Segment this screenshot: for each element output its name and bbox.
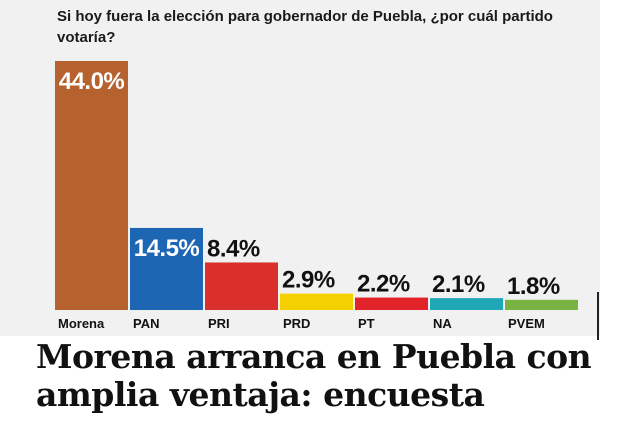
category-label-pvem: PVEM [508,316,545,331]
category-label-prd: PRD [283,316,310,331]
bar-pan [130,227,203,310]
value-label-na: 2.1% [432,271,485,298]
bar-pt [355,297,428,310]
category-label-na: NA [433,316,452,331]
bar-morena [55,61,128,310]
bars-layer [55,61,578,310]
category-label-pan: PAN [133,316,159,331]
category-labels-layer: Morena PAN PRI PRD PT NA PVEM [58,316,545,331]
bar-prd [280,293,353,310]
value-label-prd: 2.9% [282,267,335,294]
bar-chart: 44.0% 14.5% 8.4% 2.9% 2.2% 2.1% 1.8% Morena PAN… [55,61,578,331]
headline: Morena arranca en Puebla con amplia vent… [36,337,592,414]
chart-title: Si hoy fuera la elección para gobernador… [57,8,553,46]
category-label-morena: Morena [58,316,105,331]
value-label-pan: 14.5% [134,235,200,262]
category-label-pri: PRI [208,316,230,331]
value-label-pri: 8.4% [207,235,260,262]
value-label-morena: 44.0% [59,68,125,95]
divider-rule [597,292,599,340]
bar-pri [205,262,278,310]
bar-na [430,298,503,310]
bar-pvem [505,299,578,310]
category-label-pt: PT [358,316,375,331]
value-label-pvem: 1.8% [507,273,560,300]
value-label-pt: 2.2% [357,271,410,298]
value-labels-layer: 44.0% 14.5% 8.4% 2.9% 2.2% 2.1% 1.8% [59,68,561,300]
